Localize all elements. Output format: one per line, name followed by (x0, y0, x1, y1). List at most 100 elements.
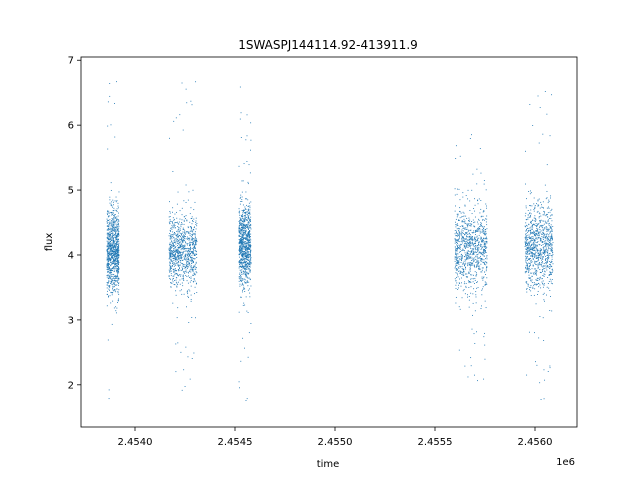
data-point (527, 252, 528, 254)
data-point (531, 226, 533, 227)
data-point (189, 244, 191, 246)
data-point (190, 229, 192, 231)
data-point (246, 272, 248, 274)
data-point (239, 241, 240, 243)
data-point (242, 246, 244, 248)
data-point (461, 259, 462, 261)
data-point (457, 253, 459, 255)
data-point (115, 238, 117, 240)
data-point (175, 259, 177, 261)
data-point (243, 212, 245, 214)
data-point (485, 258, 486, 260)
data-point (535, 268, 537, 270)
data-point (244, 264, 246, 266)
data-point (485, 218, 486, 220)
data-point (477, 260, 479, 262)
data-point (457, 248, 458, 249)
data-point (481, 224, 483, 226)
data-point (469, 268, 471, 270)
data-point (461, 267, 463, 269)
data-point (116, 268, 118, 269)
data-point (465, 235, 467, 237)
data-point (189, 281, 191, 283)
data-point (455, 248, 457, 250)
data-point (241, 269, 243, 271)
data-point (108, 210, 110, 212)
data-point (242, 304, 244, 306)
data-point (243, 251, 245, 253)
data-point (529, 245, 531, 247)
data-point (542, 239, 544, 240)
data-point (106, 221, 108, 223)
data-point (470, 261, 472, 263)
data-point (545, 236, 547, 238)
data-point (459, 233, 461, 235)
data-point (115, 221, 117, 223)
data-point (245, 254, 247, 256)
data-point (545, 233, 547, 235)
data-point (189, 242, 191, 244)
data-point (189, 248, 191, 250)
data-point (116, 250, 118, 252)
data-point (249, 253, 251, 255)
data-point (110, 278, 112, 280)
data-point (472, 252, 474, 254)
data-point (111, 254, 112, 255)
data-point (238, 248, 240, 250)
data-point (539, 250, 541, 252)
data-point (538, 204, 540, 206)
data-point (477, 249, 479, 251)
data-point (106, 253, 108, 255)
data-point (112, 277, 114, 279)
data-point (246, 244, 248, 246)
data-point (109, 229, 111, 231)
data-point (109, 219, 111, 221)
data-point (183, 228, 185, 230)
data-point (484, 262, 486, 264)
data-point (479, 257, 481, 259)
data-point (240, 250, 242, 252)
data-point (532, 244, 534, 246)
data-point (539, 271, 541, 273)
data-point (529, 237, 531, 239)
data-point (109, 243, 111, 245)
data-point (485, 247, 487, 249)
data-point (176, 282, 178, 284)
data-point (112, 263, 114, 265)
data-point (169, 229, 171, 231)
data-point (190, 256, 191, 258)
data-point (115, 257, 117, 259)
data-point (112, 267, 113, 269)
data-point (527, 268, 529, 270)
data-point (526, 291, 528, 293)
data-point (459, 241, 461, 243)
data-point (172, 243, 174, 245)
data-point (240, 276, 242, 278)
data-point (243, 237, 245, 239)
data-point (545, 222, 547, 224)
data-point (188, 259, 189, 260)
data-point (118, 191, 120, 193)
data-point (109, 222, 111, 224)
data-point (191, 258, 193, 260)
data-point (107, 267, 109, 269)
data-point (473, 278, 475, 280)
data-point (169, 212, 171, 214)
data-point (529, 205, 531, 207)
data-point (485, 251, 487, 253)
data-point (183, 232, 185, 234)
data-point (110, 256, 112, 258)
data-point (536, 242, 538, 244)
data-point (194, 243, 196, 245)
data-point (114, 231, 116, 232)
data-point (178, 255, 179, 257)
data-point (468, 245, 470, 247)
data-point (527, 217, 529, 219)
data-point (196, 257, 198, 258)
data-point (246, 250, 248, 252)
data-point (484, 249, 485, 250)
data-point (247, 243, 249, 245)
data-point (477, 253, 479, 255)
data-point (483, 252, 485, 254)
data-point (179, 228, 181, 230)
